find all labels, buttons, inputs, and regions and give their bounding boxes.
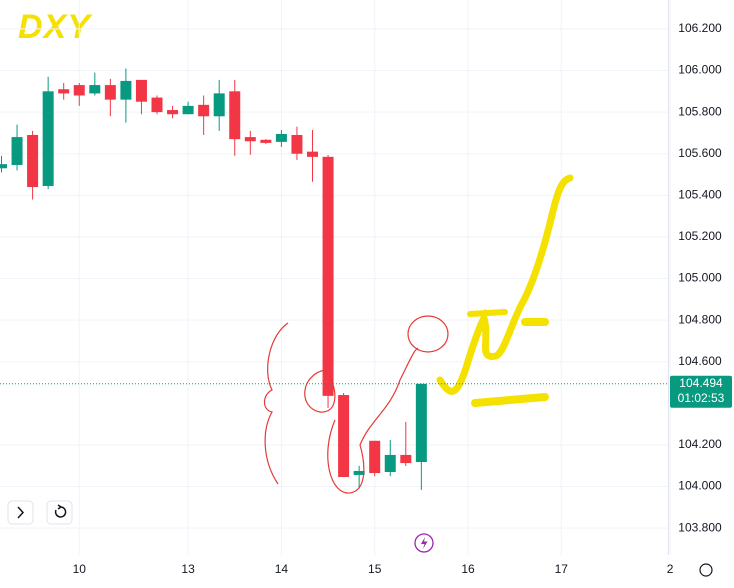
x-tick-label: 13	[181, 562, 195, 576]
candle-body	[182, 105, 194, 115]
settings-button[interactable]	[699, 563, 713, 577]
reset-button[interactable]	[46, 500, 73, 525]
candle-body	[73, 85, 85, 96]
drawing	[471, 393, 549, 407]
x-tick-label: 15	[368, 562, 382, 576]
x-tick-label: 14	[275, 562, 289, 576]
candle-body	[275, 133, 287, 142]
scroll-button[interactable]	[7, 500, 34, 525]
drawing	[263, 322, 289, 485]
candle-body	[307, 151, 318, 157]
candle-body	[104, 85, 116, 100]
candle-body	[384, 454, 396, 472]
candle-body	[120, 80, 132, 100]
x-tick-label: 16	[461, 562, 475, 576]
candle-body	[0, 164, 7, 169]
candle-body	[198, 104, 210, 117]
candle-body	[151, 97, 163, 113]
drawing	[407, 315, 449, 353]
candle-body	[229, 91, 241, 140]
candle-body	[89, 85, 101, 94]
candle-body	[260, 139, 272, 143]
candle-body	[58, 89, 70, 94]
annotations	[263, 174, 574, 494]
candle-body	[322, 156, 334, 396]
drawing	[304, 369, 336, 413]
lightning-icon	[421, 537, 428, 549]
y-tick-label: 104.600	[678, 354, 722, 368]
y-tick-label: 104.800	[678, 312, 722, 326]
x-tick-label: 10	[73, 562, 87, 576]
y-tick-label: 105.400	[678, 188, 722, 202]
candle-body	[415, 383, 427, 463]
y-tick-label: 105.800	[678, 104, 722, 118]
drawing	[467, 309, 508, 317]
last-price-label: 104.494	[679, 376, 723, 390]
candle-body	[135, 79, 147, 102]
y-tick-label: 106.000	[678, 63, 722, 77]
x-tick-label: 2	[667, 562, 674, 576]
y-tick-label: 104.000	[678, 479, 722, 493]
y-tick-label: 106.200	[678, 21, 722, 35]
chart-title: DXY	[18, 8, 93, 46]
chevron-icon	[17, 506, 25, 519]
y-tick-label: 105.600	[678, 146, 722, 160]
candle-body	[353, 470, 365, 475]
y-tick-label: 105.000	[678, 271, 722, 285]
candle-body	[42, 91, 54, 186]
candle-body	[338, 395, 350, 477]
candle-body	[369, 440, 381, 474]
grid	[0, 0, 671, 555]
reset-icon	[54, 504, 67, 518]
x-tick-label: 17	[555, 562, 569, 576]
drawing	[436, 174, 574, 395]
candle-body	[167, 110, 179, 115]
toolbar	[7, 500, 713, 577]
y-tick-label: 103.800	[678, 520, 722, 534]
candle-body	[213, 93, 225, 117]
candle-body	[27, 135, 39, 188]
y-tick-label: 104.200	[678, 437, 722, 451]
candle-body	[291, 135, 303, 154]
drawing	[327, 347, 419, 494]
candle-body	[400, 454, 412, 464]
last-price-tag	[670, 375, 732, 408]
y-tick-label: 105.200	[678, 229, 722, 243]
candle-body	[11, 137, 23, 165]
countdown-label: 01:02:53	[678, 391, 725, 405]
candles	[0, 68, 427, 490]
candle-body	[244, 137, 256, 142]
